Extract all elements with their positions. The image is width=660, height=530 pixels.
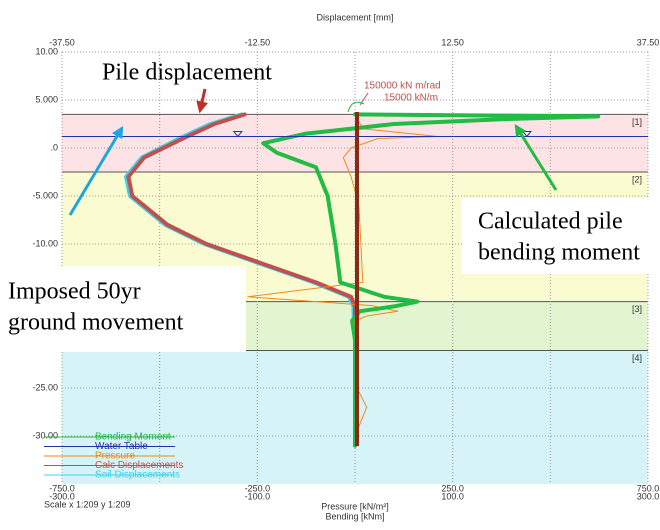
annotation: Imposed 50yr [8,279,141,305]
arrow [68,125,124,216]
x2-axis-title: Pressure [kN/m²] [321,501,389,511]
x3-axis-title: Bending [kNm] [325,511,384,521]
water-table-symbol [232,130,243,138]
spring-label: 150000 kN m/rad [364,81,441,92]
scale-note: Scale x 1:209 y 1:209 [44,499,131,509]
arrow [514,123,558,191]
y-tick-label: -30.00 [32,430,58,440]
profile-line [261,112,601,448]
x2-tick-label: -250.0 [245,483,271,493]
y-tick-label: -10.00 [32,238,58,248]
x-tick-label: 12.50 [441,37,464,47]
layer-label: [4] [632,353,642,363]
x-tick-label: -37.50 [49,37,75,47]
x2-tick-label: 750.0 [637,483,660,493]
x-tick-label: -12.50 [245,37,271,47]
annotation: Pile displacement [102,60,272,86]
y-tick-label: .0 [50,142,58,152]
x-axis-title: Displacement [mm] [316,12,393,22]
spring-symbol [359,92,369,106]
y-tick-label: -25.00 [32,382,58,392]
x3-tick-label: -300.0 [49,491,75,501]
layer-label: [1] [632,117,642,127]
annotation-box [462,198,660,274]
y-tick-label: 10.00 [35,46,58,56]
x3-tick-label: -100.0 [245,491,271,501]
annotation-box [0,266,246,352]
x3-tick-label: 300.0 [637,491,660,501]
annotation: Calculated pile [478,209,623,235]
arrow [196,88,208,114]
layer-label: [3] [632,304,642,314]
spring-label: 15000 kN/m [384,93,438,104]
y-tick-label: 5.000 [35,94,58,104]
layer-label: [2] [632,174,642,184]
annotation: bending moment [478,240,640,266]
y-tick-label: -5.000 [32,190,58,200]
x2-tick-label: 250.0 [441,483,464,493]
x3-tick-label: 100.0 [441,491,464,501]
annotation: ground movement [8,310,184,336]
x-tick-label: 37.50 [637,37,660,47]
x2-tick-label: -750.0 [49,483,75,493]
spring-symbol [347,101,365,113]
